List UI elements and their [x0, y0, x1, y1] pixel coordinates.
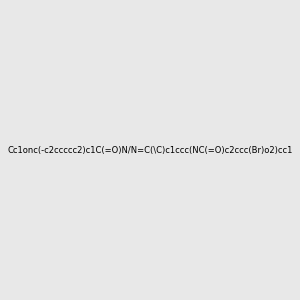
Text: Cc1onc(-c2ccccc2)c1C(=O)N/N=C(\C)c1ccc(NC(=O)c2ccc(Br)o2)cc1: Cc1onc(-c2ccccc2)c1C(=O)N/N=C(\C)c1ccc(N…: [7, 146, 293, 154]
